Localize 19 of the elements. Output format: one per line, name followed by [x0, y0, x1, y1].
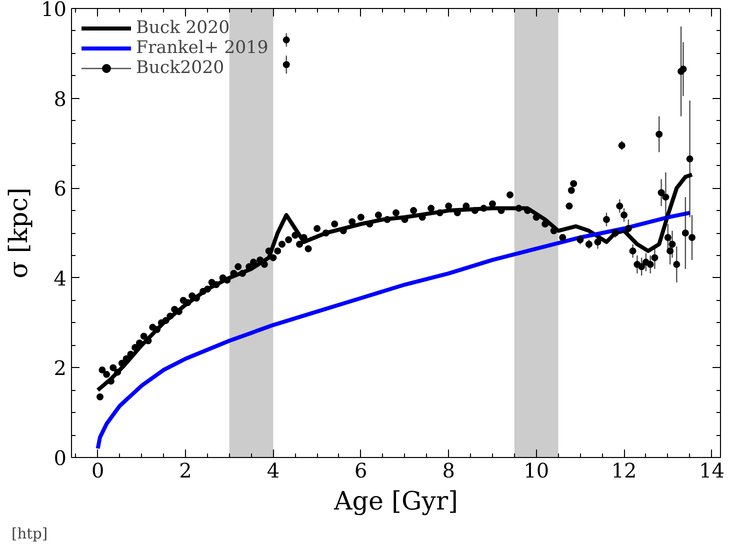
y-tick-label: 8	[54, 86, 67, 111]
x-tick-label: 8	[442, 458, 455, 482]
x-tick-label: 6	[354, 458, 368, 482]
y-tick-label: 6	[54, 176, 67, 201]
text: [htp]	[12, 526, 48, 542]
legend-label: Buck 2020	[136, 18, 230, 38]
x-tick-label: 0	[91, 458, 104, 482]
y-tick-label: 2	[54, 356, 67, 380]
y-axis-title: σ [kpc]	[3, 188, 34, 278]
y-tick-label: 10	[41, 0, 67, 21]
legend-label: Frankel+ 2019	[136, 38, 268, 58]
x-axis-title: Age [Gyr]	[333, 486, 458, 516]
x-tick-label: 14	[699, 458, 724, 482]
x-tick-label: 12	[611, 458, 637, 482]
x-tick-label: 10	[524, 458, 550, 482]
x-tick-label: 2	[179, 458, 192, 482]
legend-label: Buck2020	[136, 58, 224, 78]
x-tick-label: 4	[266, 458, 280, 482]
y-tick-label: 4	[54, 266, 67, 290]
